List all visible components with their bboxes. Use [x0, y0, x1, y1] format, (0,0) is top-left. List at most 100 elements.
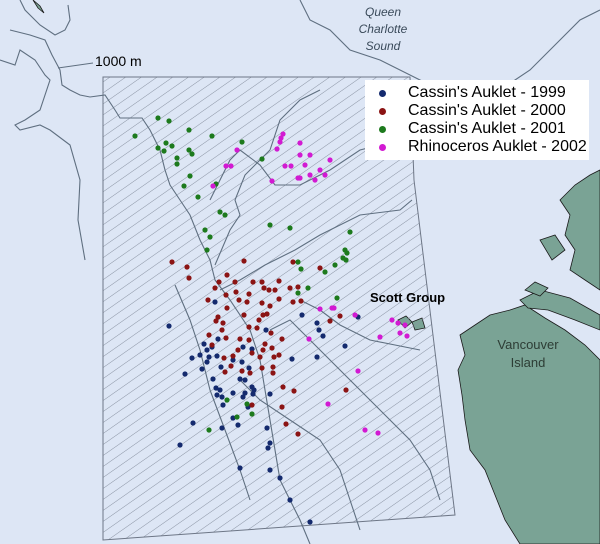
cassins-auklet-2000-point — [169, 259, 175, 265]
cassins-auklet-1999-point — [212, 299, 218, 305]
cassins-auklet-1999-point — [230, 390, 236, 396]
rhinoceros-auklet-2002-point — [277, 139, 283, 145]
cassins-auklet-1999-point — [237, 465, 243, 471]
cassins-auklet-2000-point — [290, 299, 296, 305]
rhinoceros-auklet-2002-point — [297, 175, 303, 181]
legend-item: Rhinoceros Auklet - 2002 — [375, 138, 589, 156]
cassins-auklet-2000-point — [241, 312, 247, 318]
cassins-auklet-1999-point — [314, 354, 320, 360]
cassins-auklet-1999-point — [206, 354, 212, 360]
cassins-auklet-2000-point — [327, 318, 333, 324]
cassins-auklet-2001-point — [174, 155, 180, 161]
cassins-auklet-1999-point — [190, 420, 196, 426]
cassins-auklet-2000-point — [250, 279, 256, 285]
cassins-auklet-2000-point — [249, 402, 255, 408]
cassins-auklet-2000-point — [206, 332, 212, 338]
cassins-auklet-2000-point — [209, 342, 215, 348]
cassins-auklet-2001-point — [206, 427, 212, 433]
cassins-auklet-2000-point — [264, 311, 270, 317]
rhinoceros-auklet-2002-point — [228, 163, 234, 169]
cassins-auklet-2001-point — [187, 173, 193, 179]
cassins-auklet-2000-point — [246, 324, 252, 330]
cassins-auklet-2000-point — [283, 421, 289, 427]
cassins-auklet-2001-point — [305, 285, 311, 291]
cassins-auklet-1999-point — [242, 377, 248, 383]
rhinoceros-auklet-2002-point — [377, 334, 383, 340]
rhinoceros-auklet-2002-point — [274, 146, 280, 152]
cassins-auklet-1999-point — [219, 394, 225, 400]
cassins-auklet-2000-point — [270, 370, 276, 376]
cassins-auklet-2000-point — [249, 350, 255, 356]
cassins-auklet-1999-point — [220, 402, 226, 408]
cassins-auklet-2001-point — [169, 143, 175, 149]
cassins-auklet-2001-point — [234, 414, 240, 420]
rhinoceros-auklet-2002-point — [389, 317, 395, 323]
legend-label: Cassin's Auklet - 2000 — [408, 102, 566, 119]
cassins-auklet-2000-point — [272, 287, 278, 293]
scott-group-label: Scott Group — [370, 290, 446, 305]
cassins-auklet-1999-point — [267, 391, 273, 397]
cassins-auklet-2000-point — [186, 275, 192, 281]
cassins-auklet-1999-point — [217, 387, 223, 393]
cassins-auklet-1999-point — [182, 371, 188, 377]
cassins-auklet-2000-point — [259, 279, 265, 285]
legend-item: Cassin's Auklet - 2000 — [375, 102, 589, 120]
cassins-auklet-2000-point — [215, 314, 221, 320]
water-label-line: Charlotte — [358, 22, 408, 36]
cassins-auklet-2000-point — [232, 279, 238, 285]
cassins-auklet-2000-point — [290, 259, 296, 265]
water-label-line: Queen — [364, 5, 402, 19]
cassins-auklet-2000-point — [259, 300, 265, 306]
cassins-auklet-1999-point — [204, 359, 210, 365]
rhinoceros-auklet-2002-point — [355, 368, 361, 374]
cassins-auklet-2000-point — [239, 368, 245, 374]
rhinoceros-auklet-2002-point — [307, 152, 313, 158]
cassins-auklet-2000-point — [205, 297, 211, 303]
cassins-auklet-2000-point — [241, 258, 247, 264]
rhinoceros-auklet-2002-point — [297, 140, 303, 146]
rhinoceros-auklet-2002-point — [297, 152, 303, 158]
cassins-auklet-2001-point — [217, 209, 223, 215]
rhinoceros-auklet-2002-point — [210, 183, 216, 189]
cassins-auklet-2000-point — [216, 279, 222, 285]
cassins-auklet-1999-point — [267, 440, 273, 446]
cassins-auklet-2000-point — [224, 305, 230, 311]
cassins-auklet-2000-point — [236, 297, 242, 303]
cassins-auklet-1999-point — [240, 344, 246, 350]
cassins-auklet-2001-point — [166, 118, 172, 124]
cassins-auklet-2000-point — [254, 325, 260, 331]
cassins-auklet-2000-point — [219, 327, 225, 333]
rhinoceros-auklet-2002-point — [402, 322, 408, 328]
cassins-auklet-2000-point — [291, 388, 297, 394]
cassins-auklet-1999-point — [214, 392, 220, 398]
cassins-auklet-2001-point — [287, 225, 293, 231]
cassins-auklet-2000-point — [184, 264, 190, 270]
cassins-auklet-1999-point — [251, 387, 257, 393]
cassins-auklet-2000-point — [244, 299, 250, 305]
cassins-auklet-2000-point — [295, 431, 301, 437]
cassins-auklet-2000-point — [271, 354, 277, 360]
mainland-coast — [559, 169, 600, 291]
cassins-auklet-2000-point — [233, 289, 239, 295]
cassins-auklet-2000-point — [224, 272, 230, 278]
vancouver-island — [457, 304, 600, 544]
cassins-auklet-2001-point — [244, 401, 250, 407]
rhinoceros-auklet-2002-point — [362, 427, 368, 433]
cassins-auklet-2000-point — [222, 369, 228, 375]
cassins-auklet-2001-point — [295, 259, 301, 265]
island — [524, 281, 549, 297]
rhinoceros-auklet-2002-point — [317, 306, 323, 312]
legend-dot-icon — [379, 143, 386, 151]
cassins-auklet-2001-point — [334, 295, 340, 301]
cassins-auklet-1999-point — [210, 376, 216, 382]
cassins-auklet-2000-point — [237, 336, 243, 342]
rhinoceros-auklet-2002-point — [331, 305, 337, 311]
cassins-auklet-1999-point — [230, 357, 236, 363]
cassins-auklet-2000-point — [223, 292, 229, 298]
cassins-auklet-2000-point — [259, 365, 265, 371]
rhinoceros-auklet-2002-point — [280, 131, 286, 137]
cassins-auklet-1999-point — [199, 366, 205, 372]
cassins-auklet-2001-point — [295, 290, 301, 296]
cassins-auklet-1999-point — [218, 364, 224, 370]
rhinoceros-auklet-2002-point — [282, 163, 288, 169]
